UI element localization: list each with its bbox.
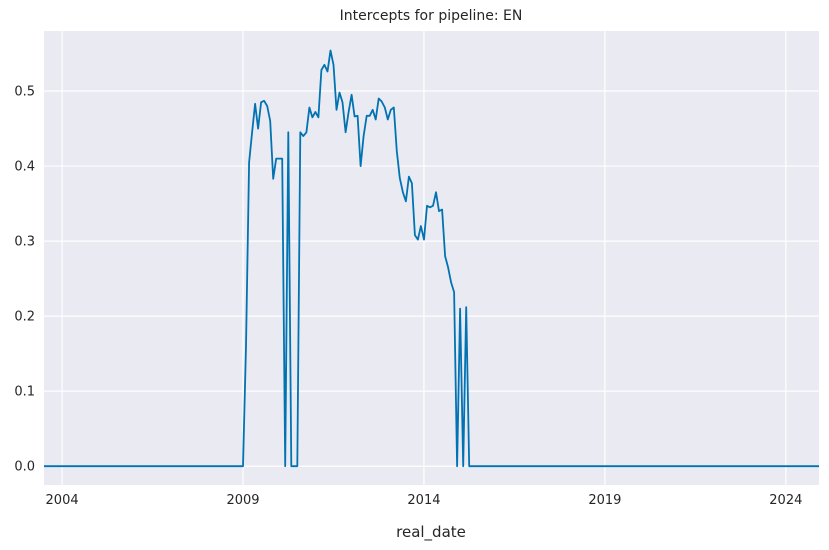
y-tick-label: 0.0 (14, 460, 35, 475)
x-tick-label: 2024 (769, 493, 802, 508)
x-axis-label: real_date (396, 523, 466, 542)
y-tick-label: 0.5 (14, 85, 35, 100)
y-tick-labels: 0.0 0.1 0.2 0.3 0.4 0.5 (14, 85, 35, 475)
chart-title: Intercepts for pipeline: EN (340, 8, 523, 24)
x-gridlines (61, 31, 787, 485)
plot-background (44, 31, 819, 485)
y-tick-label: 0.1 (14, 385, 35, 400)
series-line-0 (44, 49, 819, 468)
x-tick-label: 2014 (407, 493, 440, 508)
series-layer (44, 49, 819, 468)
y-tick-label: 0.3 (14, 235, 35, 250)
x-tick-labels: 2004 2009 2014 2019 2024 (46, 493, 803, 508)
y-tick-label: 0.4 (14, 160, 35, 175)
x-tick-label: 2019 (588, 493, 621, 508)
x-tick-label: 2009 (226, 493, 259, 508)
x-tick-label: 2004 (46, 493, 79, 508)
y-tick-label: 0.2 (14, 310, 35, 325)
